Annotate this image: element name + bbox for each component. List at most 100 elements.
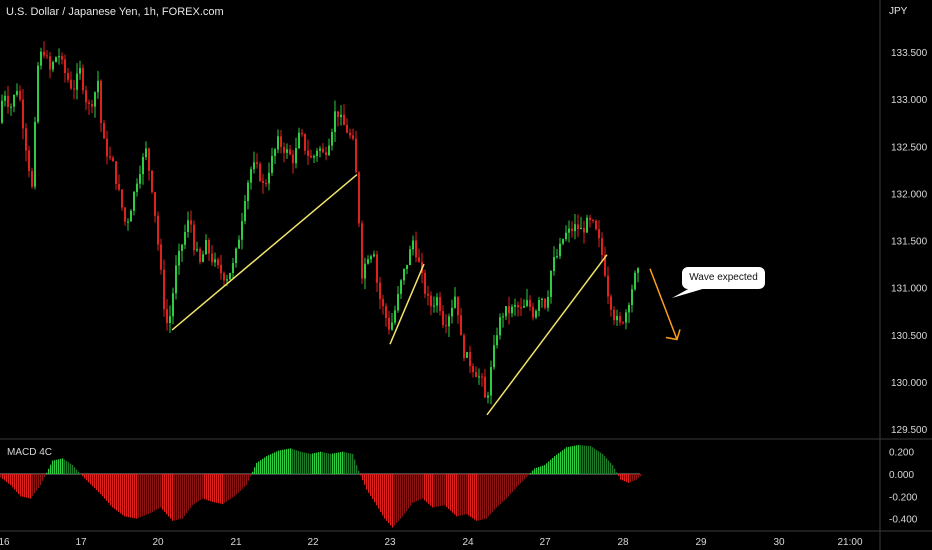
indicator-label[interactable]: MACD 4C xyxy=(7,447,53,458)
time-tick-label: 16 xyxy=(0,537,10,548)
candle-down xyxy=(460,315,462,336)
candle-up xyxy=(574,224,576,232)
macd-bar xyxy=(560,451,562,474)
candle-up xyxy=(277,136,279,150)
candle-up xyxy=(448,316,450,327)
macd-bar xyxy=(254,467,256,474)
macd-bar xyxy=(400,474,402,519)
candle-down xyxy=(154,192,156,216)
time-tick-label: 21:00 xyxy=(837,537,862,548)
macd-bar xyxy=(308,453,310,474)
candle-down xyxy=(160,244,162,270)
price-tick-label: 133.500 xyxy=(891,48,928,59)
candle-down xyxy=(61,56,63,60)
macd-bar xyxy=(506,474,508,499)
candle-down xyxy=(223,273,225,281)
macd-bar xyxy=(116,474,118,511)
macd-bar xyxy=(522,474,524,482)
candle-up xyxy=(403,269,405,281)
macd-bar xyxy=(590,446,592,474)
candle-down xyxy=(163,269,165,310)
macd-bar xyxy=(360,474,362,476)
time-tick-label: 20 xyxy=(152,537,164,548)
macd-bar xyxy=(610,462,612,474)
macd-bar xyxy=(374,474,376,503)
macd-bar xyxy=(346,452,348,474)
candle-up xyxy=(547,296,549,308)
macd-bar xyxy=(238,474,240,493)
candle-down xyxy=(25,128,27,151)
trendline[interactable] xyxy=(389,263,425,345)
wave-expected-callout[interactable]: Wave expected xyxy=(682,267,765,289)
candle-down xyxy=(352,135,354,139)
candle-up xyxy=(232,263,234,274)
candle-up xyxy=(142,157,144,175)
macd-bar xyxy=(626,474,628,483)
candle-down xyxy=(220,265,222,274)
time-tick-label: 17 xyxy=(75,537,87,548)
macd-bar xyxy=(92,474,94,487)
macd-bar xyxy=(84,474,86,479)
macd-bar xyxy=(358,470,360,474)
candle-down xyxy=(361,223,363,279)
candle-down xyxy=(301,132,303,135)
candle-up xyxy=(169,316,171,323)
time-axis[interactable]: 16 17 20 21 22 23 24 27 28 29 30 21:00 xyxy=(0,537,863,548)
candle-up xyxy=(331,132,333,146)
arrow-head xyxy=(665,329,681,341)
macd-bar xyxy=(102,474,104,497)
macd-bar xyxy=(296,450,298,474)
macd-bar xyxy=(490,474,492,515)
macd-bar xyxy=(528,474,530,476)
macd-bar xyxy=(342,451,344,474)
macd-bar xyxy=(266,456,268,474)
macd-bar xyxy=(32,474,34,496)
candle-down xyxy=(469,352,471,367)
macd-bar xyxy=(264,457,266,474)
macd-bar xyxy=(40,474,42,486)
macd-bar xyxy=(572,446,574,474)
macd-bar xyxy=(144,474,146,516)
macd-bar xyxy=(492,474,494,512)
macd-bar xyxy=(158,474,160,509)
trendline[interactable] xyxy=(486,254,608,416)
macd-bar xyxy=(428,474,430,504)
candle-up xyxy=(319,148,321,151)
macd-bar xyxy=(170,474,172,519)
candle-up xyxy=(478,376,480,378)
candle-up xyxy=(298,132,300,149)
macd-bar xyxy=(558,453,560,474)
price-axis[interactable]: 133.500 133.000 132.500 132.000 131.500 131.0… xyxy=(891,48,928,436)
macd-bar xyxy=(108,474,110,504)
time-tick-label: 21 xyxy=(230,537,242,548)
candle-down xyxy=(103,123,105,139)
macd-bar xyxy=(302,452,304,474)
macd-bar xyxy=(322,452,324,474)
candle-up xyxy=(316,150,318,157)
candle-down xyxy=(49,56,51,70)
macd-axis[interactable]: 0.200 0.000 -0.200 -0.400 xyxy=(889,448,918,526)
macd-bar xyxy=(504,474,506,501)
candle-up xyxy=(541,298,543,301)
macd-bar xyxy=(366,474,368,490)
macd-bar xyxy=(180,474,182,520)
macd-bar xyxy=(236,474,238,495)
macd-bar xyxy=(190,474,192,508)
macd-bar xyxy=(34,474,36,494)
macd-bar xyxy=(518,474,520,486)
candle-down xyxy=(166,309,168,323)
candle-down xyxy=(307,150,309,156)
candle-up xyxy=(397,293,399,311)
macd-bar xyxy=(142,474,144,517)
expected-move-arrow[interactable] xyxy=(649,268,678,340)
candle-up xyxy=(466,352,468,358)
candle-down xyxy=(91,103,93,107)
candle-up xyxy=(79,68,81,74)
macd-bar xyxy=(356,465,358,474)
macd-bar xyxy=(78,471,80,474)
macd-bar xyxy=(148,474,150,514)
trendline[interactable] xyxy=(171,173,358,331)
macd-bar xyxy=(508,474,510,497)
macd-bar xyxy=(88,474,90,483)
